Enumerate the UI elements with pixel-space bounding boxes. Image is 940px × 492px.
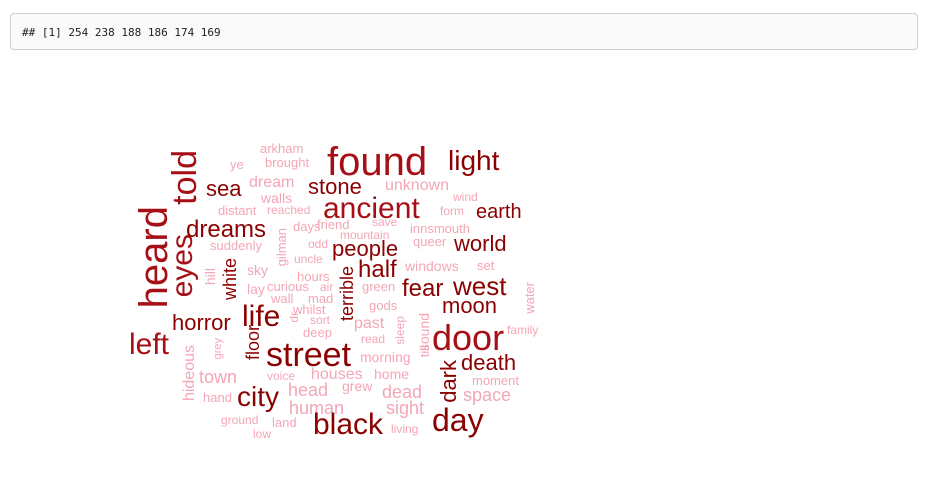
cloud-word-air: air <box>320 280 334 294</box>
cloud-word-ancient: ancient <box>323 192 420 225</box>
cloud-word-voice: voice <box>267 369 296 383</box>
cloud-word-distant: distant <box>218 203 257 218</box>
cloud-word-odd: odd <box>308 237 329 251</box>
cloud-word-dreams: dreams <box>186 216 267 243</box>
cloud-word-found: found <box>327 140 428 184</box>
cloud-word-innsmouth: innsmouth <box>410 221 470 236</box>
cloud-word-white: white <box>220 258 240 301</box>
cloud-word-hideous: hideous <box>181 345 198 402</box>
cloud-word-world: world <box>454 231 507 256</box>
cloud-word-set: set <box>477 258 495 273</box>
cloud-word-ground: ground <box>221 413 259 427</box>
cloud-word-light: light <box>448 145 500 176</box>
cloud-word-told: told <box>166 150 204 205</box>
cloud-word-west: west <box>453 271 507 301</box>
cloud-word-dr: dr <box>287 312 301 323</box>
cloud-word-arkham: arkham <box>260 141 304 156</box>
cloud-word-houses: houses <box>311 366 363 383</box>
cloud-word-family: family <box>507 323 539 337</box>
cloud-word-home: home <box>374 366 410 382</box>
cloud-word-mad: mad <box>308 291 334 306</box>
cloud-word-uncle: uncle <box>294 252 323 266</box>
cloud-word-land: land <box>272 415 297 430</box>
cloud-word-lay: lay <box>247 281 265 297</box>
cloud-word-half: half <box>358 256 397 283</box>
cloud-word-unknown: unknown <box>385 177 450 194</box>
cloud-word-low: low <box>253 427 272 441</box>
cloud-word-gilman: gilman <box>274 228 289 267</box>
cloud-word-hand: hand <box>203 390 232 405</box>
cloud-word-left: left <box>129 328 170 361</box>
cloud-word-reached: reached <box>267 203 311 217</box>
cloud-word-curious: curious <box>267 279 309 294</box>
cloud-word-city: city <box>237 381 279 412</box>
cloud-word-grey: grey <box>212 338 224 360</box>
cloud-word-till: till <box>417 345 432 358</box>
cloud-word-black: black <box>313 408 384 441</box>
cloud-word-street: street <box>266 336 352 374</box>
cloud-word-human: human <box>289 398 345 418</box>
cloud-word-sleep: sleep <box>393 316 407 345</box>
cloud-word-day: day <box>432 402 484 438</box>
cloud-word-town: town <box>199 367 238 387</box>
cloud-word-brought: brought <box>265 155 310 170</box>
cloud-word-sky: sky <box>247 262 268 278</box>
cloud-word-ye: ye <box>230 157 244 172</box>
cloud-word-suddenly: suddenly <box>210 238 263 253</box>
cloud-word-sea: sea <box>206 176 242 201</box>
cloud-word-queer: queer <box>413 234 447 249</box>
console-output-box: ## [1] 254 238 188 186 174 169 <box>10 13 918 50</box>
cloud-word-horror: horror <box>172 310 231 335</box>
cloud-word-grew: grew <box>342 378 373 394</box>
cloud-word-read: read <box>361 332 386 346</box>
cloud-word-earth: earth <box>476 201 522 223</box>
cloud-word-hours: hours <box>297 269 330 284</box>
cloud-word-dark: dark <box>436 360 461 403</box>
cloud-word-head: head <box>288 380 329 400</box>
cloud-word-water: water <box>522 282 537 314</box>
console-output-text: ## [1] 254 238 188 186 174 169 <box>22 26 221 39</box>
cloud-word-moon: moon <box>442 293 498 318</box>
cloud-word-death: death <box>461 350 517 375</box>
cloud-word-days: days <box>293 219 321 234</box>
cloud-word-fear: fear <box>402 275 444 302</box>
cloud-word-living: living <box>391 422 419 436</box>
cloud-word-hill: hill <box>202 268 218 286</box>
cloud-word-save: save <box>372 215 398 229</box>
cloud-word-moment: moment <box>472 373 519 388</box>
cloud-word-windows: windows <box>405 258 459 274</box>
cloud-word-deep: deep <box>303 325 332 340</box>
cloud-word-dead: dead <box>382 382 423 402</box>
cloud-word-life: life <box>242 300 281 333</box>
cloud-word-mountain: mountain <box>340 228 390 242</box>
cloud-word-people: people <box>332 236 399 261</box>
cloud-word-sight: sight <box>386 398 425 418</box>
cloud-word-friend: friend <box>317 217 350 232</box>
cloud-word-sort: sort <box>310 313 331 327</box>
cloud-word-form: form <box>440 204 464 218</box>
cloud-word-morning: morning <box>360 349 411 365</box>
cloud-word-dream: dream <box>249 174 295 191</box>
cloud-word-gods: gods <box>369 298 398 313</box>
cloud-word-door: door <box>432 317 505 358</box>
cloud-word-whilst: whilst <box>293 302 326 317</box>
cloud-word-past: past <box>354 315 385 332</box>
word-cloud: found light arkham ye brought told heard eyes se… <box>120 140 560 442</box>
cloud-word-green: green <box>362 279 396 294</box>
cloud-word-eyes: eyes <box>166 234 199 298</box>
cloud-word-floor: floor <box>243 325 263 361</box>
cloud-word-terrible: terrible <box>337 266 357 322</box>
cloud-word-space: space <box>463 385 512 405</box>
cloud-word-wall: wall <box>271 291 294 306</box>
cloud-word-stone: stone <box>308 174 362 199</box>
cloud-word-wind: wind <box>453 190 478 204</box>
cloud-word-walls: walls <box>261 190 293 206</box>
